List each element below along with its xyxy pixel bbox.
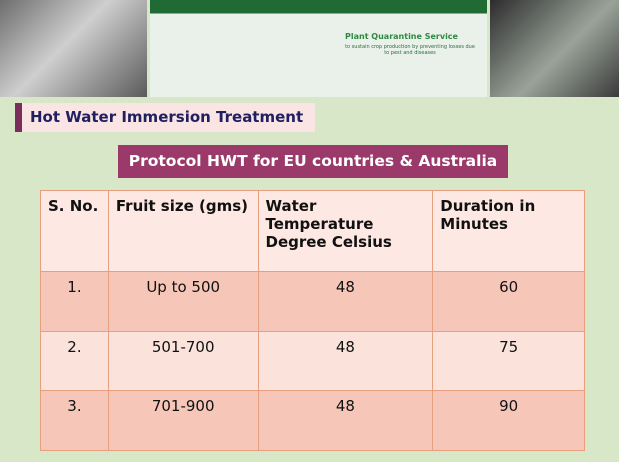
table-cell: Up to 500 <box>108 272 258 332</box>
table-cell: 2. <box>41 332 109 391</box>
header-row: S. No.Fruit size (gms)Water Temperature … <box>41 191 585 272</box>
banner-image <box>490 0 619 97</box>
protocol-label: Protocol HWT for EU countries & Australi… <box>118 145 508 178</box>
banner-title: Plant Quarantine Service <box>345 32 458 41</box>
table-cell: 1. <box>41 272 109 332</box>
column-header: S. No. <box>41 191 109 272</box>
heading: Hot Water Immersion Treatment <box>15 103 315 132</box>
table-cell: 701-900 <box>108 391 258 451</box>
column-header: Duration in Minutes <box>433 191 585 272</box>
table-cell: 48 <box>258 332 433 391</box>
table-cell: 48 <box>258 391 433 451</box>
banner-subtitle: to sustain crop production by preventing… <box>345 44 475 56</box>
table-cell: 90 <box>433 391 585 451</box>
slide: Plant Quarantine Service to sustain crop… <box>0 0 619 462</box>
table-cell: 48 <box>258 272 433 332</box>
column-header: Water Temperature Degree Celsius <box>258 191 433 272</box>
table: S. No.Fruit size (gms)Water Temperature … <box>40 190 585 451</box>
column-header: Fruit size (gms) <box>108 191 258 272</box>
banner-image <box>0 0 147 97</box>
table-cell: 501-700 <box>108 332 258 391</box>
table-cell: 75 <box>433 332 585 391</box>
table-cell: 3. <box>41 391 109 451</box>
table-cell: 60 <box>433 272 585 332</box>
